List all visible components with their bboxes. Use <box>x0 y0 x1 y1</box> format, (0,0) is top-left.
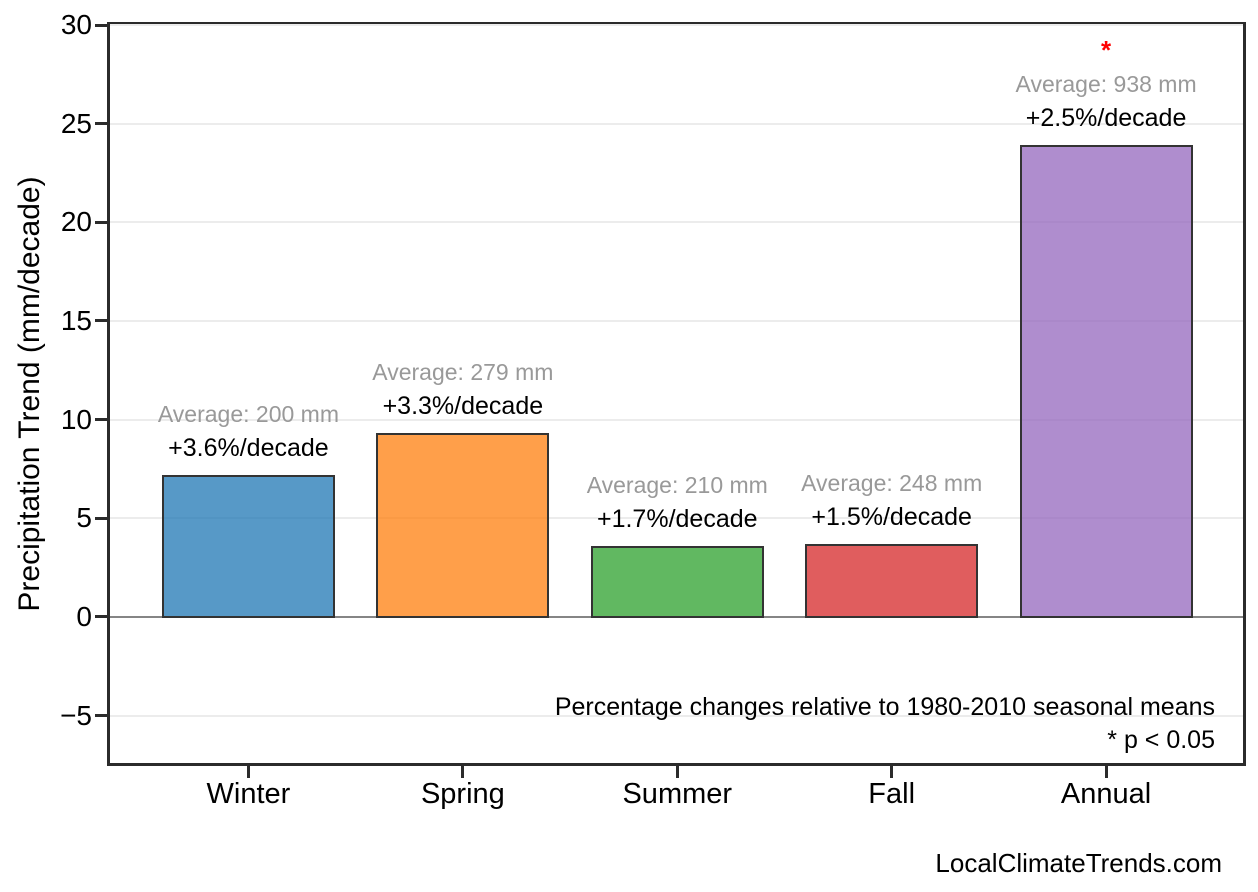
gridline <box>110 517 1243 520</box>
gridline <box>110 24 1243 26</box>
bar-change-label: +3.3%/decade <box>382 392 544 421</box>
bar-spring <box>376 433 550 618</box>
bar-winter <box>161 474 335 618</box>
bar-average-label: Average: 938 mm <box>1015 71 1197 98</box>
bar-label-summer: Average: 210 mm +1.7%/decade <box>587 468 768 536</box>
bar-average-label: Average: 248 mm <box>801 469 983 496</box>
plot-area: Percentage changes relative to 1980-2010… <box>107 22 1246 766</box>
gridline <box>110 122 1243 125</box>
x-tick-mark <box>461 766 465 778</box>
y-tick-mark <box>95 418 107 422</box>
y-tick-mark <box>95 319 107 323</box>
y-tick-label: 30 <box>60 9 92 40</box>
bar-label-winter: Average: 200 mm +3.6%/decade <box>158 397 339 465</box>
y-tick-mark <box>95 122 107 126</box>
x-tick-mark <box>246 766 250 778</box>
x-tick-mark <box>890 766 894 778</box>
gridline <box>110 714 1243 717</box>
gridline <box>110 221 1243 224</box>
y-tick-label: 25 <box>60 107 92 139</box>
bar-average-label: Average: 200 mm <box>157 400 339 427</box>
bar-annual <box>1019 145 1193 618</box>
y-tick-label: 10 <box>60 403 92 435</box>
y-tick-mark <box>95 23 107 27</box>
bar-change-label: +1.5%/decade <box>811 502 972 531</box>
y-tick-label: 0 <box>76 600 92 632</box>
annotation-significance: * p < 0.05 <box>1107 726 1215 754</box>
bar-average-label: Average: 279 mm <box>372 359 554 386</box>
annotation-note: Percentage changes relative to 1980-2010… <box>554 693 1215 721</box>
x-tick-label-winter: Winter <box>206 778 291 810</box>
y-tick-mark <box>95 516 107 520</box>
bar-summer <box>590 545 764 618</box>
y-axis-title: Precipitation Trend (mm/decade) <box>13 176 46 612</box>
x-tick-label-fall: Fall <box>868 778 916 810</box>
y-tick-label: −5 <box>60 699 92 731</box>
y-tick-mark <box>95 220 107 224</box>
bar-change-label: +1.7%/decade <box>596 504 758 533</box>
x-tick-label-spring: Spring <box>420 778 505 810</box>
bar-fall <box>805 543 979 618</box>
watermark: LocalClimateTrends.com <box>935 848 1222 878</box>
bar-label-spring: Average: 279 mm +3.3%/decade <box>372 355 553 423</box>
significance-asterisk: * <box>1101 35 1112 66</box>
y-tick-mark <box>95 714 107 718</box>
y-tick-mark <box>95 615 107 619</box>
x-tick-mark <box>675 766 679 778</box>
gridline <box>110 418 1243 421</box>
bar-average-label: Average: 210 mm <box>586 471 768 498</box>
y-tick-label: 5 <box>76 502 92 534</box>
x-tick-mark <box>1104 766 1108 778</box>
x-tick-label-summer: Summer <box>622 778 733 810</box>
y-tick-label: 20 <box>60 206 92 238</box>
x-tick-label-annual: Annual <box>1060 778 1152 810</box>
annotation-block: Percentage changes relative to 1980-2010… <box>555 691 1215 757</box>
bar-change-label: +2.5%/decade <box>1025 104 1187 133</box>
gridline <box>110 319 1243 322</box>
bar-label-annual: * Average: 938 mm +2.5%/decade <box>1016 33 1197 135</box>
bar-change-label: +3.6%/decade <box>168 433 329 462</box>
y-tick-label: 15 <box>60 304 92 336</box>
bar-label-fall: Average: 248 mm +1.5%/decade <box>801 466 982 534</box>
